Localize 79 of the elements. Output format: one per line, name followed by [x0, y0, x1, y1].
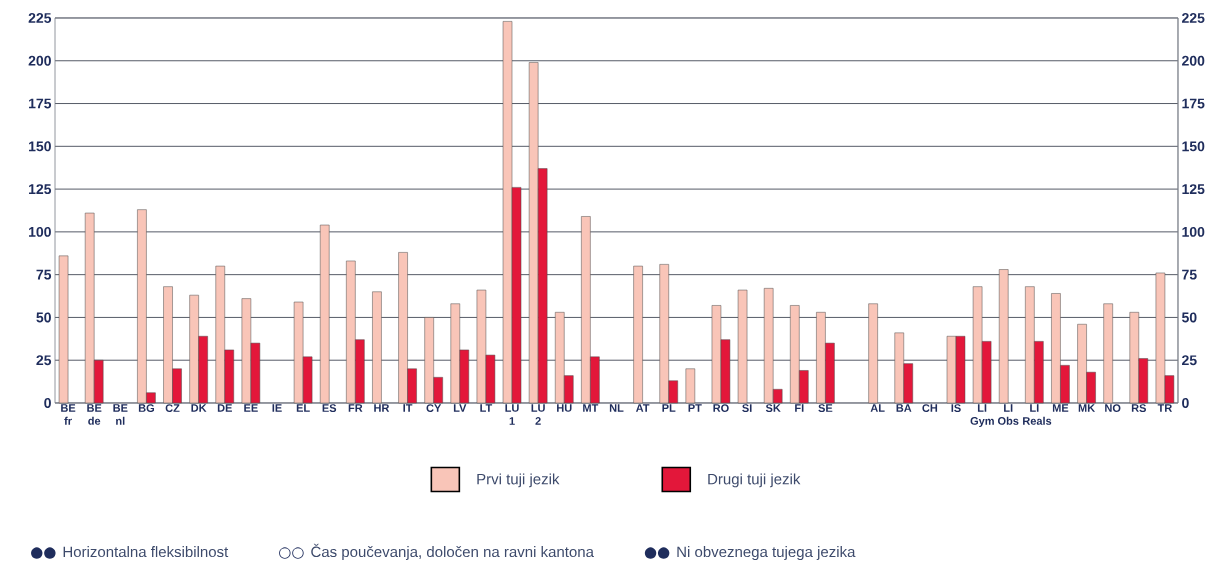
legend-label: Prvi tuji jezik: [477, 473, 560, 488]
x-tick-label: HR: [374, 404, 390, 412]
y2-tick-label: 100: [1182, 226, 1205, 237]
x-tick-label: LI Reals: [1023, 404, 1052, 425]
y2-tick-label: 0: [1182, 398, 1189, 408]
y-tick-label: 200: [28, 55, 51, 66]
y2-tick-label: 225: [1182, 13, 1205, 23]
y-tick-label: 175: [29, 98, 52, 109]
y-tick-label: 125: [29, 184, 52, 195]
text: ●●: [644, 547, 670, 559]
x-tick-label: BE nl: [113, 404, 128, 425]
x-tick-label: BG: [138, 404, 154, 412]
x-tick-label: BE fr: [61, 404, 76, 425]
x-tick-label: AT: [635, 404, 650, 412]
y2-tick-label: 125: [1182, 184, 1205, 195]
y2-tick-label: 75: [1182, 269, 1197, 280]
bar: [319, 224, 330, 404]
x-tick-label: IS: [951, 404, 961, 412]
x-tick-label: NL: [609, 404, 624, 412]
x-tick-label: MK: [1078, 404, 1096, 412]
x-tick-label: EL: [296, 404, 310, 412]
x-tick-label: DE: [217, 404, 232, 412]
y2-tick-label: 175: [1182, 98, 1205, 109]
x-tick-label: LI Obs: [997, 404, 1019, 425]
x-tick-label: RO: [713, 404, 729, 412]
bar: [737, 289, 748, 404]
x-tick-label: IE: [272, 404, 282, 412]
x-tick-label: MT: [583, 404, 599, 412]
text: Čas poučevanja, določen na ravni kantona: [311, 543, 594, 561]
x-tick-label: TR: [1157, 404, 1173, 412]
x-tick-label: ME: [1052, 404, 1069, 412]
x-tick-label: PT: [688, 404, 702, 412]
x-tick-label: LV: [453, 404, 467, 412]
bar: [58, 255, 69, 404]
y2-tick-label: 50: [1181, 312, 1197, 323]
x-tick-label: CY: [426, 404, 442, 412]
y-tick-label: 150: [29, 141, 51, 152]
x-tick-label: HU: [557, 404, 572, 412]
bar: [868, 303, 878, 404]
bar: [998, 269, 1009, 404]
x-tick-label: RS: [1131, 404, 1146, 412]
text: ○○: [279, 547, 304, 559]
y-tick-label: 75: [36, 269, 52, 280]
x-tick-label: DK: [191, 404, 207, 412]
x-tick-label: CZ: [165, 404, 180, 412]
x-tick-label: SK: [765, 404, 781, 412]
x-tick-label: LU 1: [505, 404, 519, 425]
x-tick-label: BE de: [87, 404, 102, 425]
x-tick-label: CH: [922, 404, 938, 412]
y-tick-label: 100: [29, 226, 51, 237]
x-tick-label: LU 2: [531, 404, 545, 425]
y-tick-label: 0: [44, 398, 51, 408]
legend-label: Drugi tuji jezik: [708, 473, 801, 488]
text: ●●: [31, 547, 56, 559]
y2-tick-label: 25: [1182, 355, 1197, 366]
x-tick-label: EE: [244, 404, 258, 412]
y-tick-label: 25: [36, 355, 52, 366]
bar: [372, 291, 382, 404]
x-tick-label: NO: [1105, 404, 1121, 412]
x-tick-label: LT: [480, 404, 493, 412]
x-tick-label: FR: [348, 404, 363, 412]
bar: [1103, 303, 1113, 404]
y-tick-label: 225: [28, 13, 52, 23]
bar: [633, 265, 643, 404]
bar: [685, 368, 696, 404]
x-tick-label: FI: [795, 404, 804, 412]
y-tick-label: 50: [36, 312, 51, 323]
x-tick-label: SI: [742, 404, 752, 412]
x-tick-label: ES: [322, 404, 337, 412]
x-tick-label: PL: [662, 404, 676, 412]
x-tick-label: LI Gym: [970, 404, 994, 428]
text: Horizontalna fleksibilnost: [63, 546, 229, 558]
y2-tick-label: 150: [1182, 141, 1205, 152]
x-tick-label: BA: [896, 404, 912, 412]
x-tick-label: AL: [870, 404, 885, 412]
x-tick-label: SE: [818, 404, 833, 412]
text: Ni obveznega tujega jezika: [677, 546, 856, 561]
y2-tick-label: 200: [1182, 55, 1205, 66]
x-tick-label: IT: [403, 404, 413, 412]
